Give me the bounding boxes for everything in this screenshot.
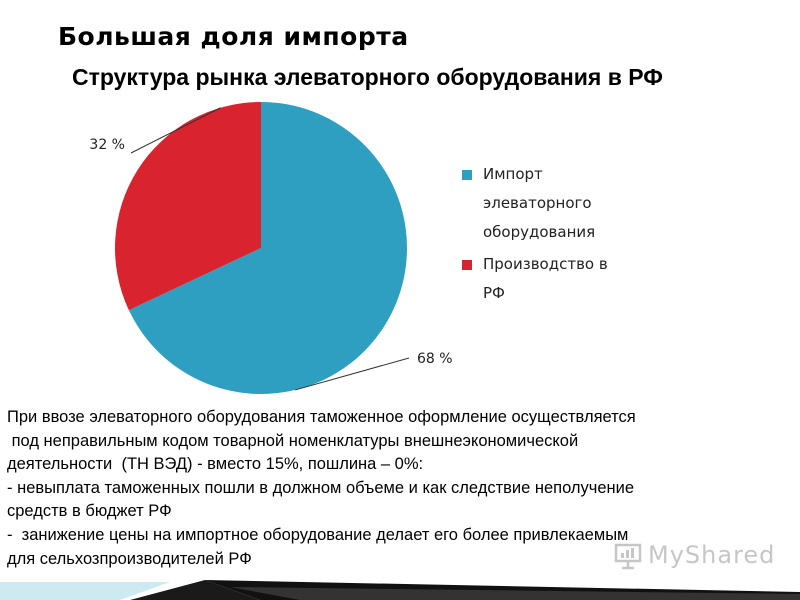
legend-label-domestic-line-1: Производство в — [483, 255, 608, 273]
body-line: для сельхозпроизводителей РФ — [7, 549, 252, 568]
legend-swatch-domestic — [462, 260, 472, 270]
pie-slice — [128, 102, 407, 394]
legend-item-domestic: Производство в РФ — [462, 250, 662, 308]
body-line: При ввозе элеваторного оборудования тамо… — [7, 408, 636, 426]
chart-legend: Импорт элеваторного оборудования Произво… — [462, 160, 662, 311]
slice-label: 68 % — [417, 351, 453, 367]
pie-slice — [114, 102, 261, 311]
leader-line — [295, 357, 410, 391]
body-line: под неправильным кодом товарной номенкла… — [7, 431, 579, 450]
body-line: деятельности (ТН ВЭД) - вместо 15%, пошл… — [7, 455, 424, 474]
pie-chart: 68 % 32 % — [89, 102, 453, 394]
presentation-board-icon — [614, 543, 642, 570]
chart-title: Структура рынка элеваторного оборудовани… — [72, 64, 663, 90]
legend-item-import: Импорт элеваторного оборудования — [462, 160, 662, 247]
body-text: При ввозе элеваторного оборудования тамо… — [7, 406, 797, 571]
legend-label-import-line-3: оборудования — [483, 223, 596, 241]
legend-swatch-import — [462, 170, 472, 180]
watermark-text: MyShared — [648, 541, 776, 569]
watermark: MyShared — [614, 540, 774, 570]
slide-title: Большая доля импорта — [58, 22, 409, 51]
leader-line — [130, 107, 221, 154]
legend-label-import-line-2: элеваторного — [483, 194, 592, 212]
body-line: средств в бюджет РФ — [7, 502, 172, 521]
legend-label-domestic-line-2: РФ — [483, 284, 505, 302]
decorative-bottom-bar — [0, 580, 800, 600]
slice-label: 32 % — [89, 137, 125, 153]
body-line: - невыплата таможенных пошли в должном о… — [7, 478, 635, 497]
legend-label-import-line-1: Импорт — [483, 165, 543, 183]
body-line: - занижение цены на импортное оборудован… — [7, 525, 629, 544]
